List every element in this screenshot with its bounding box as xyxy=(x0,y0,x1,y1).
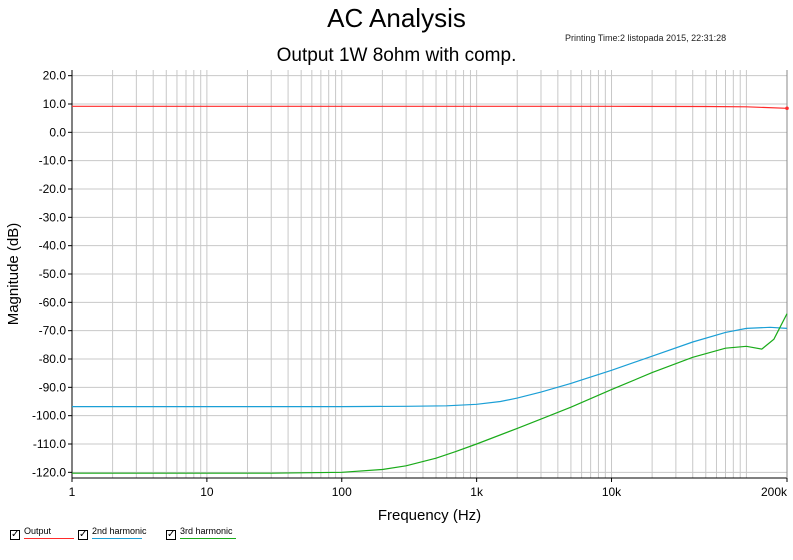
legend-label-3rd-harmonic: 3rd harmonic xyxy=(180,526,233,536)
2nd-harmonic-checkbox[interactable]: ✓ xyxy=(78,529,88,540)
y-tick-label: -10.0 xyxy=(39,154,67,168)
legend-label-2nd-harmonic: 2nd harmonic xyxy=(92,526,147,536)
output-checkbox[interactable]: ✓ xyxy=(10,529,20,540)
y-tick-label: -60.0 xyxy=(39,295,67,309)
series-endpoint-output xyxy=(785,106,789,111)
y-tick-label: -110.0 xyxy=(33,437,66,451)
series-line-2nd-harmonic xyxy=(72,326,788,408)
grid xyxy=(71,70,788,478)
y-tick-label: -50.0 xyxy=(39,267,67,281)
x-tick-label: 10 xyxy=(200,485,214,499)
3rd-harmonic-checkbox[interactable]: ✓ xyxy=(166,529,176,540)
y-tick-label: -90.0 xyxy=(39,380,67,394)
x-tick-label: 1k xyxy=(470,485,484,499)
chart-subtitle: Output 1W 8ohm with comp. xyxy=(276,45,517,66)
y-tick-label: -20.0 xyxy=(39,182,67,196)
y-tick-label: -40.0 xyxy=(39,239,67,253)
x-tick-label: 200k xyxy=(761,485,788,499)
printing-time: Printing Time:2 listopada 2015, 22:31:28 xyxy=(565,33,727,43)
y-tick-label: -70.0 xyxy=(39,324,67,338)
x-tick-label: 10k xyxy=(602,485,622,499)
y-tick-label: -80.0 xyxy=(39,352,67,366)
y-tick-label: 0.0 xyxy=(49,125,66,139)
y-axis-label: Magnitude (dB) xyxy=(5,223,22,326)
legend-swatch-output xyxy=(24,538,74,539)
chart-title: AC Analysis xyxy=(327,3,466,33)
series-line-3rd-harmonic xyxy=(72,313,788,474)
y-tick-label: -30.0 xyxy=(39,210,67,224)
legend-swatch-3rd-harmonic xyxy=(180,538,236,539)
x-axis-label: Frequency (Hz) xyxy=(378,507,481,524)
y-tick-label: 10.0 xyxy=(43,97,67,111)
y-tick-label: -100.0 xyxy=(32,409,66,423)
x-tick-label: 1 xyxy=(69,485,76,499)
y-tick-label: -120.0 xyxy=(32,465,66,479)
y-tick-label: 20.0 xyxy=(43,69,67,83)
series-line-output xyxy=(72,105,788,109)
legend-swatch-2nd-harmonic xyxy=(92,538,142,539)
x-tick-label: 100 xyxy=(332,485,352,499)
legend-label-output: Output xyxy=(24,526,52,536)
